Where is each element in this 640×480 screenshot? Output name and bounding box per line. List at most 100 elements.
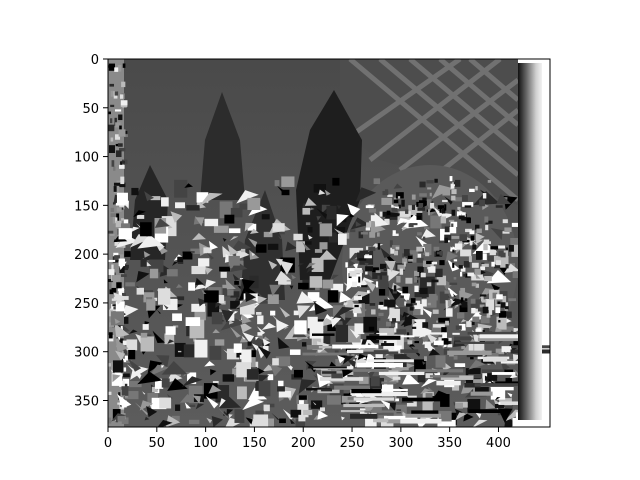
noise-patch	[327, 290, 339, 303]
noise-patch	[230, 207, 243, 218]
noise-patch	[502, 219, 508, 224]
noise-shard	[364, 279, 377, 292]
noise-patch	[110, 90, 115, 97]
noise-shard	[491, 283, 501, 293]
noise-patch	[453, 181, 459, 185]
noise-patch	[420, 281, 432, 291]
noise-patch	[121, 160, 125, 164]
x-tick-label: 350	[437, 436, 462, 451]
noise-patch	[431, 261, 438, 265]
noise-patch	[508, 244, 514, 252]
noise-patch	[128, 349, 136, 360]
noise-patch	[349, 270, 357, 277]
noise-shard	[298, 379, 317, 395]
noise-patch	[503, 250, 509, 258]
noise-shard	[494, 397, 501, 401]
noise-shard	[237, 285, 241, 290]
noise-patch	[241, 349, 252, 363]
noise-shard	[115, 339, 129, 352]
noise-patch	[314, 249, 323, 253]
noise-patch	[426, 180, 434, 184]
noise-patch	[111, 373, 123, 386]
noise-patch	[351, 353, 355, 356]
noise-patch	[459, 234, 467, 242]
noise-patch	[246, 369, 259, 380]
noise-shard	[496, 193, 512, 205]
noise-patch	[352, 368, 389, 372]
noise-patch	[459, 305, 468, 313]
noise-patch	[396, 276, 401, 283]
noise-patch	[344, 232, 350, 239]
noise-patch	[112, 360, 124, 373]
noise-patch	[373, 418, 389, 423]
noise-patch	[367, 359, 414, 363]
noise-patch	[408, 214, 414, 218]
noise-patch	[473, 304, 480, 308]
noise-patch	[353, 268, 361, 271]
noise-patch	[470, 235, 475, 241]
noise-patch	[109, 83, 115, 87]
noise-patch	[445, 320, 449, 326]
noise-patch	[311, 257, 324, 272]
noise-patch	[500, 252, 506, 258]
noise-patch	[191, 303, 206, 312]
noise-patch	[123, 264, 129, 269]
noise-patch	[122, 340, 129, 346]
noise-patch	[125, 391, 139, 400]
noise-patch	[375, 351, 383, 359]
noise-patch	[410, 298, 416, 304]
noise-patch	[427, 302, 431, 306]
noise-shard	[297, 263, 304, 267]
noise-patch	[430, 215, 442, 229]
noise-patch	[403, 249, 410, 256]
noise-patch	[474, 268, 481, 275]
noise-shard	[136, 271, 150, 283]
noise-patch	[384, 370, 399, 382]
noise-patch	[458, 323, 466, 330]
noise-shard	[277, 337, 290, 350]
noise-patch	[421, 382, 425, 384]
noise-shard	[349, 213, 355, 218]
noise-patch	[391, 367, 409, 371]
noise-shard	[312, 401, 317, 406]
noise-shard	[289, 418, 296, 424]
noise-shard	[468, 359, 486, 370]
y-tick-label: 50	[82, 102, 99, 117]
noise-shard	[501, 361, 510, 371]
noise-patch	[495, 205, 503, 208]
noise-patch	[112, 304, 117, 307]
noise-patch	[405, 413, 442, 418]
noise-patch	[226, 348, 240, 360]
noise-shard	[289, 285, 294, 290]
noise-patch	[267, 294, 279, 305]
noise-patch	[421, 299, 427, 307]
noise-patch	[119, 125, 122, 132]
noise-patch	[371, 402, 382, 413]
noise-patch	[395, 206, 399, 209]
noise-patch	[444, 234, 452, 241]
noise-shard	[444, 196, 453, 205]
noise-patch	[404, 301, 407, 306]
noise-patch	[467, 331, 516, 335]
noise-patch	[253, 414, 269, 427]
noise-patch	[448, 219, 455, 223]
noise-patch	[393, 199, 399, 206]
noise-patch	[375, 281, 379, 288]
noise-patch	[481, 299, 487, 303]
noise-patch	[358, 276, 361, 283]
noise-patch	[224, 214, 235, 224]
noise-patch	[272, 223, 285, 232]
noise-patch	[346, 371, 354, 376]
noise-shard	[261, 322, 277, 330]
noise-patch	[453, 277, 457, 280]
noise-shard	[223, 349, 233, 359]
noise-patch	[330, 283, 344, 292]
noise-patch	[358, 292, 370, 304]
noise-patch	[115, 220, 122, 228]
noise-patch	[191, 251, 195, 254]
noise-patch	[400, 418, 442, 424]
x-tick-label: 100	[193, 436, 218, 451]
noise-patch	[470, 355, 474, 360]
noise-shard	[486, 270, 512, 284]
noise-patch	[194, 306, 206, 321]
